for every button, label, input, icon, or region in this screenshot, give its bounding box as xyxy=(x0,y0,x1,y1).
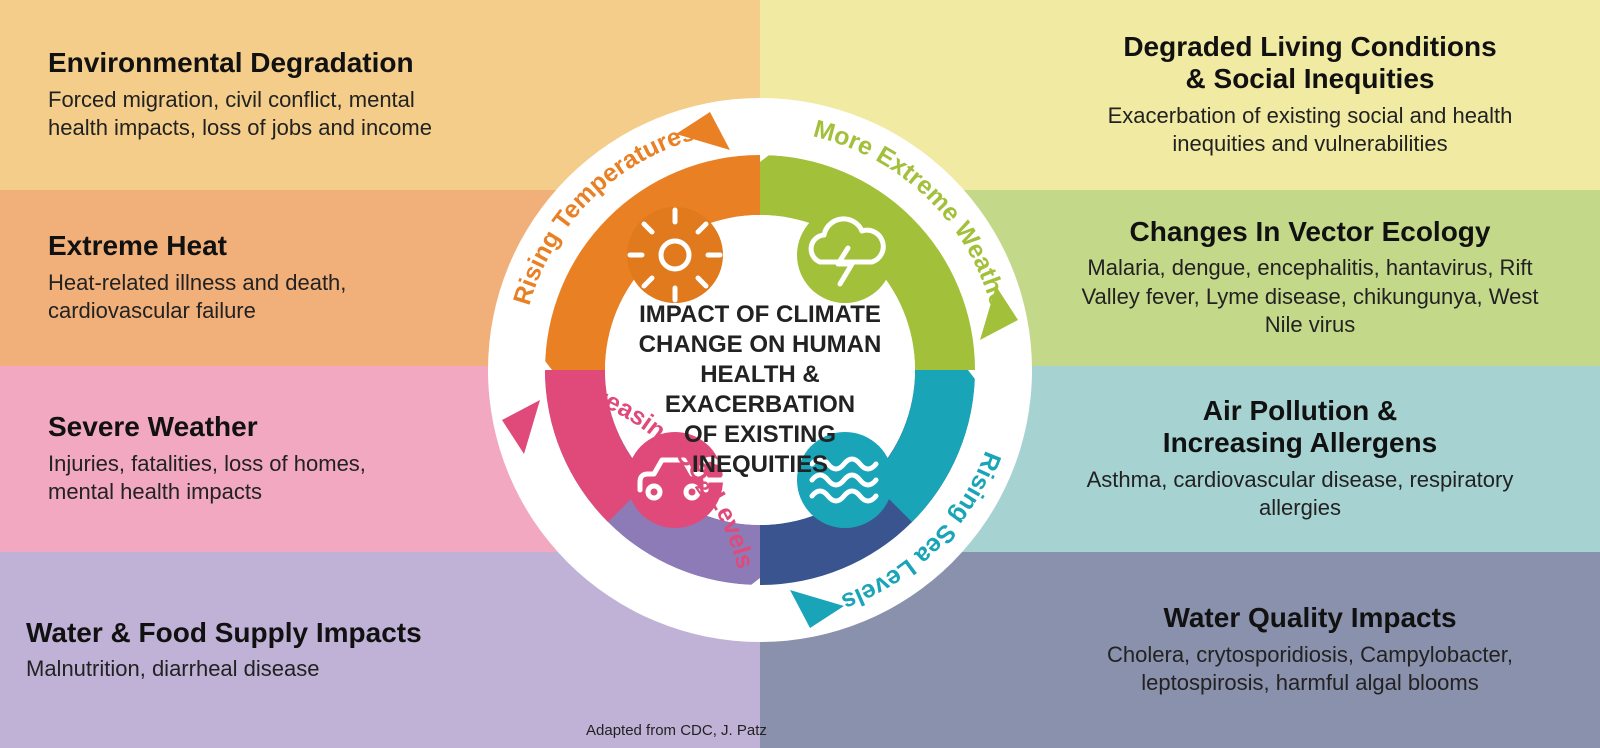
panel-extreme-heat: Extreme Heat Heat-related illness and de… xyxy=(0,190,500,366)
panel-water-food-supply: Water & Food Supply Impacts Malnutrition… xyxy=(0,552,500,748)
infographic-canvas: Environmental Degradation Forced migrati… xyxy=(0,0,1600,748)
panel-environmental-degradation: Environmental Degradation Forced migrati… xyxy=(0,0,500,190)
panel-title: Changes In Vector Ecology xyxy=(1060,216,1560,248)
panel-text: Malnutrition, diarrheal disease xyxy=(26,655,440,684)
panel-air-pollution: Air Pollution &Increasing Allergens Asth… xyxy=(1000,366,1600,552)
panel-vector-ecology: Changes In Vector Ecology Malaria, dengu… xyxy=(1000,190,1600,366)
panel-text: Malaria, dengue, encephalitis, hantaviru… xyxy=(1060,254,1560,340)
panel-text: Injuries, fatalities, loss of homes, men… xyxy=(48,450,420,507)
attribution-text: Adapted from CDC, J. Patz xyxy=(586,722,767,739)
panel-text: Asthma, cardiovascular disease, respirat… xyxy=(1060,466,1540,523)
panel-text: Exacerbation of existing social and heal… xyxy=(1060,102,1560,159)
panel-text: Heat-related illness and death, cardiova… xyxy=(48,269,420,326)
panel-title: Extreme Heat xyxy=(48,230,420,262)
panel-water-quality: Water Quality Impacts Cholera, crytospor… xyxy=(1000,552,1600,748)
icon-sun xyxy=(627,207,723,303)
panel-degraded-living: Degraded Living Conditions& Social Inequ… xyxy=(1000,0,1600,190)
panel-title: Degraded Living Conditions& Social Inequ… xyxy=(1060,31,1560,95)
panel-text: Forced migration, civil conflict, mental… xyxy=(48,86,470,143)
panel-title: Water Quality Impacts xyxy=(1060,602,1560,634)
panel-severe-weather: Severe Weather Injuries, fatalities, los… xyxy=(0,366,500,552)
panel-title: Severe Weather xyxy=(48,411,420,443)
panel-title: Air Pollution &Increasing Allergens xyxy=(1060,395,1540,459)
panel-text: Cholera, crytosporidiosis, Campylobacter… xyxy=(1060,641,1560,698)
panel-title: Environmental Degradation xyxy=(48,47,470,79)
panel-title: Water & Food Supply Impacts xyxy=(26,617,440,649)
center-title: IMPACT OF CLIMATE CHANGE ON HUMAN HEALTH… xyxy=(620,300,900,480)
icon-storm xyxy=(797,207,893,303)
